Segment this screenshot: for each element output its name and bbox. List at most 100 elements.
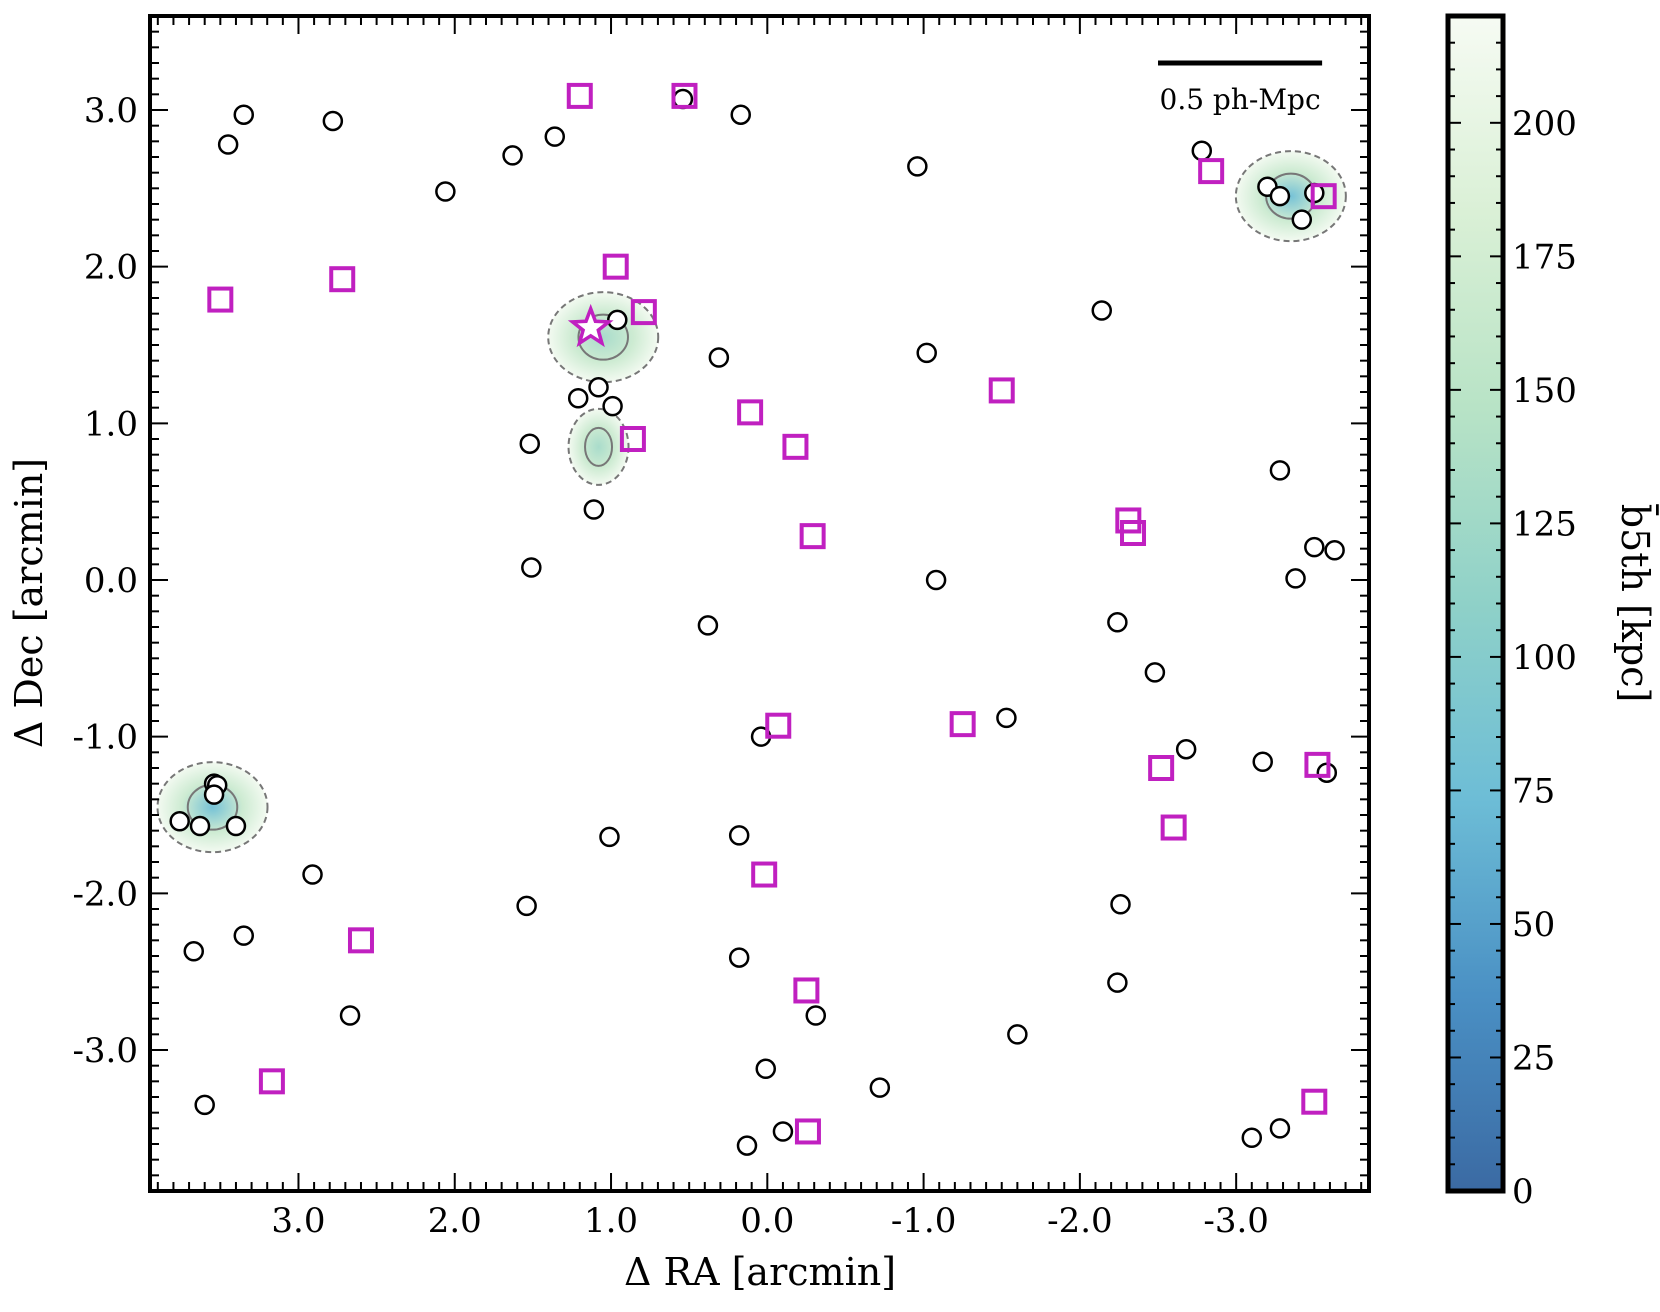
square-marker xyxy=(1310,183,1337,210)
circle-marker xyxy=(233,925,255,946)
y-axis-title: Δ Dec [arcmin] xyxy=(7,458,51,748)
plot-frame xyxy=(148,14,1371,1193)
x-tick-label: 3.0 xyxy=(271,1201,325,1241)
circle-marker xyxy=(233,104,255,125)
circle-marker xyxy=(217,134,239,155)
circle-marker xyxy=(736,1135,758,1156)
circle-marker xyxy=(588,377,609,398)
colorbar-tick-label: 100 xyxy=(1512,638,1577,678)
colorbar-tick-label: 150 xyxy=(1512,371,1577,411)
circle-marker xyxy=(183,941,205,962)
colorbar: 0 25 50 75 100 125 150 175 200 b̄5th [kpc] xyxy=(1445,13,1658,1212)
circle-marker xyxy=(1285,568,1306,589)
star-marker xyxy=(567,303,614,348)
x-axis-title: Δ RA [arcmin] xyxy=(624,1250,896,1294)
circle-marker xyxy=(1304,536,1325,558)
colorbar-tick-label: 200 xyxy=(1512,104,1577,144)
circle-marker xyxy=(1107,612,1128,633)
scalebar-label: 0.5 ph-Mpc xyxy=(1160,83,1321,116)
square-marker xyxy=(949,711,976,738)
y-tick-label: 2.0 xyxy=(84,248,138,288)
square-marker xyxy=(737,399,764,426)
y-tick-label: -3.0 xyxy=(72,1031,138,1071)
circle-marker xyxy=(302,864,323,885)
x-tick-label: -1.0 xyxy=(891,1201,957,1241)
circle-marker xyxy=(607,309,628,331)
circle-marker xyxy=(708,347,730,368)
circle-marker xyxy=(583,499,605,520)
circle-marker xyxy=(189,815,211,837)
square-marker xyxy=(619,426,646,452)
colorbar-tick-label: 125 xyxy=(1512,504,1577,544)
circle-marker xyxy=(435,181,456,202)
y-tick-label: 0.0 xyxy=(84,561,138,601)
circle-marker xyxy=(1091,300,1113,321)
circle-marker xyxy=(1269,185,1291,207)
square-marker xyxy=(799,523,826,550)
circle-markers xyxy=(169,88,1345,1156)
circle-marker xyxy=(225,815,247,837)
square-marker xyxy=(751,861,778,888)
x-tick-label: 2.0 xyxy=(428,1201,482,1241)
circle-marker xyxy=(567,388,589,409)
square-marker xyxy=(1304,751,1331,778)
circle-marker xyxy=(1241,1127,1263,1148)
y-tick-label: -1.0 xyxy=(72,718,138,758)
x-tick-label: -3.0 xyxy=(1203,1201,1269,1241)
circle-marker xyxy=(602,395,623,417)
circle-marker xyxy=(194,1094,215,1116)
circle-marker xyxy=(916,342,937,364)
colorbar-tick-label: 75 xyxy=(1512,771,1555,811)
square-marker xyxy=(630,299,657,326)
square-marker xyxy=(1148,755,1175,781)
colorbar-tick-label: 0 xyxy=(1512,1172,1534,1212)
circle-marker xyxy=(544,126,566,147)
circle-marker xyxy=(772,1121,794,1142)
circle-marker xyxy=(1110,894,1131,915)
plot-background xyxy=(150,16,1369,1191)
square-marker xyxy=(794,1118,821,1145)
square-marker xyxy=(258,1068,285,1095)
circle-marker xyxy=(516,895,537,917)
circle-marker xyxy=(1107,972,1128,993)
circle-marker xyxy=(728,947,750,968)
x-tick-label: 1.0 xyxy=(584,1201,638,1241)
circle-marker xyxy=(730,104,751,125)
colorbar-tick-label: 175 xyxy=(1512,237,1577,277)
x-tick-labels: 3.0 2.0 1.0 0.0 -1.0 -2.0 -3.0 xyxy=(271,1201,1269,1241)
square-marker xyxy=(1120,520,1147,546)
circle-marker xyxy=(1291,209,1313,230)
circle-marker xyxy=(1269,1118,1291,1139)
colorbar-tick-label: 25 xyxy=(1512,1038,1555,1078)
circle-marker xyxy=(519,433,541,454)
square-marker xyxy=(765,712,792,739)
star-markers xyxy=(567,303,614,348)
square-marker xyxy=(1160,814,1187,841)
colorbar-ticks: 0 25 50 75 100 125 150 175 200 xyxy=(1448,41,1577,1212)
circle-marker xyxy=(805,1005,827,1026)
circle-marker xyxy=(599,826,620,848)
square-marker xyxy=(347,927,374,954)
colorbar-title: b̄5th [kpc] xyxy=(1613,503,1658,702)
y-tick-label: -2.0 xyxy=(72,874,138,914)
square-marker xyxy=(1301,1088,1328,1115)
y-tick-label: 1.0 xyxy=(84,404,138,444)
x-tick-label: -2.0 xyxy=(1047,1201,1113,1241)
circle-marker xyxy=(1144,662,1166,683)
circle-marker xyxy=(322,110,344,132)
circle-marker xyxy=(169,811,190,832)
circle-marker xyxy=(907,156,928,177)
circle-marker xyxy=(502,145,523,166)
circle-marker xyxy=(996,707,1017,729)
density-region xyxy=(567,407,630,486)
circle-marker xyxy=(339,1005,361,1026)
square-markers xyxy=(207,82,1337,1145)
circle-marker xyxy=(203,784,225,805)
square-marker xyxy=(782,433,809,460)
circle-marker xyxy=(925,569,947,591)
circle-marker xyxy=(728,825,750,846)
square-marker xyxy=(566,82,593,109)
square-marker xyxy=(602,253,629,280)
density-region xyxy=(1234,150,1347,243)
